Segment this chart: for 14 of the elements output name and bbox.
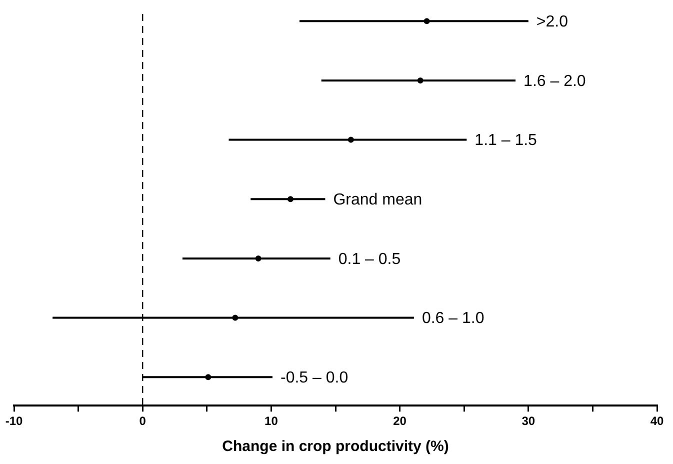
y-tick-label: >2.0 xyxy=(536,14,568,31)
y-tick-label: 0.1 – 0.5 xyxy=(338,250,401,268)
x-tick-label: -10 xyxy=(5,414,23,428)
x-tick-label: 0 xyxy=(139,414,146,428)
x-axis-title: Change in crop productivity (%) xyxy=(222,438,449,456)
x-tick-label: 40 xyxy=(650,414,664,428)
y-tick-label: 0.6 – 1.0 xyxy=(422,310,484,328)
y-tick-label: -0.5 – 0.0 xyxy=(280,370,348,387)
y-tick-label: 1.1 – 1.5 xyxy=(474,132,538,150)
y-tick-label: 1.6 – 2.0 xyxy=(524,72,586,90)
x-tick-label: 10 xyxy=(264,414,278,428)
x-tick-label: 30 xyxy=(522,414,536,428)
y-tick-label: Grand mean xyxy=(333,192,422,209)
x-tick-label: 20 xyxy=(393,414,407,428)
